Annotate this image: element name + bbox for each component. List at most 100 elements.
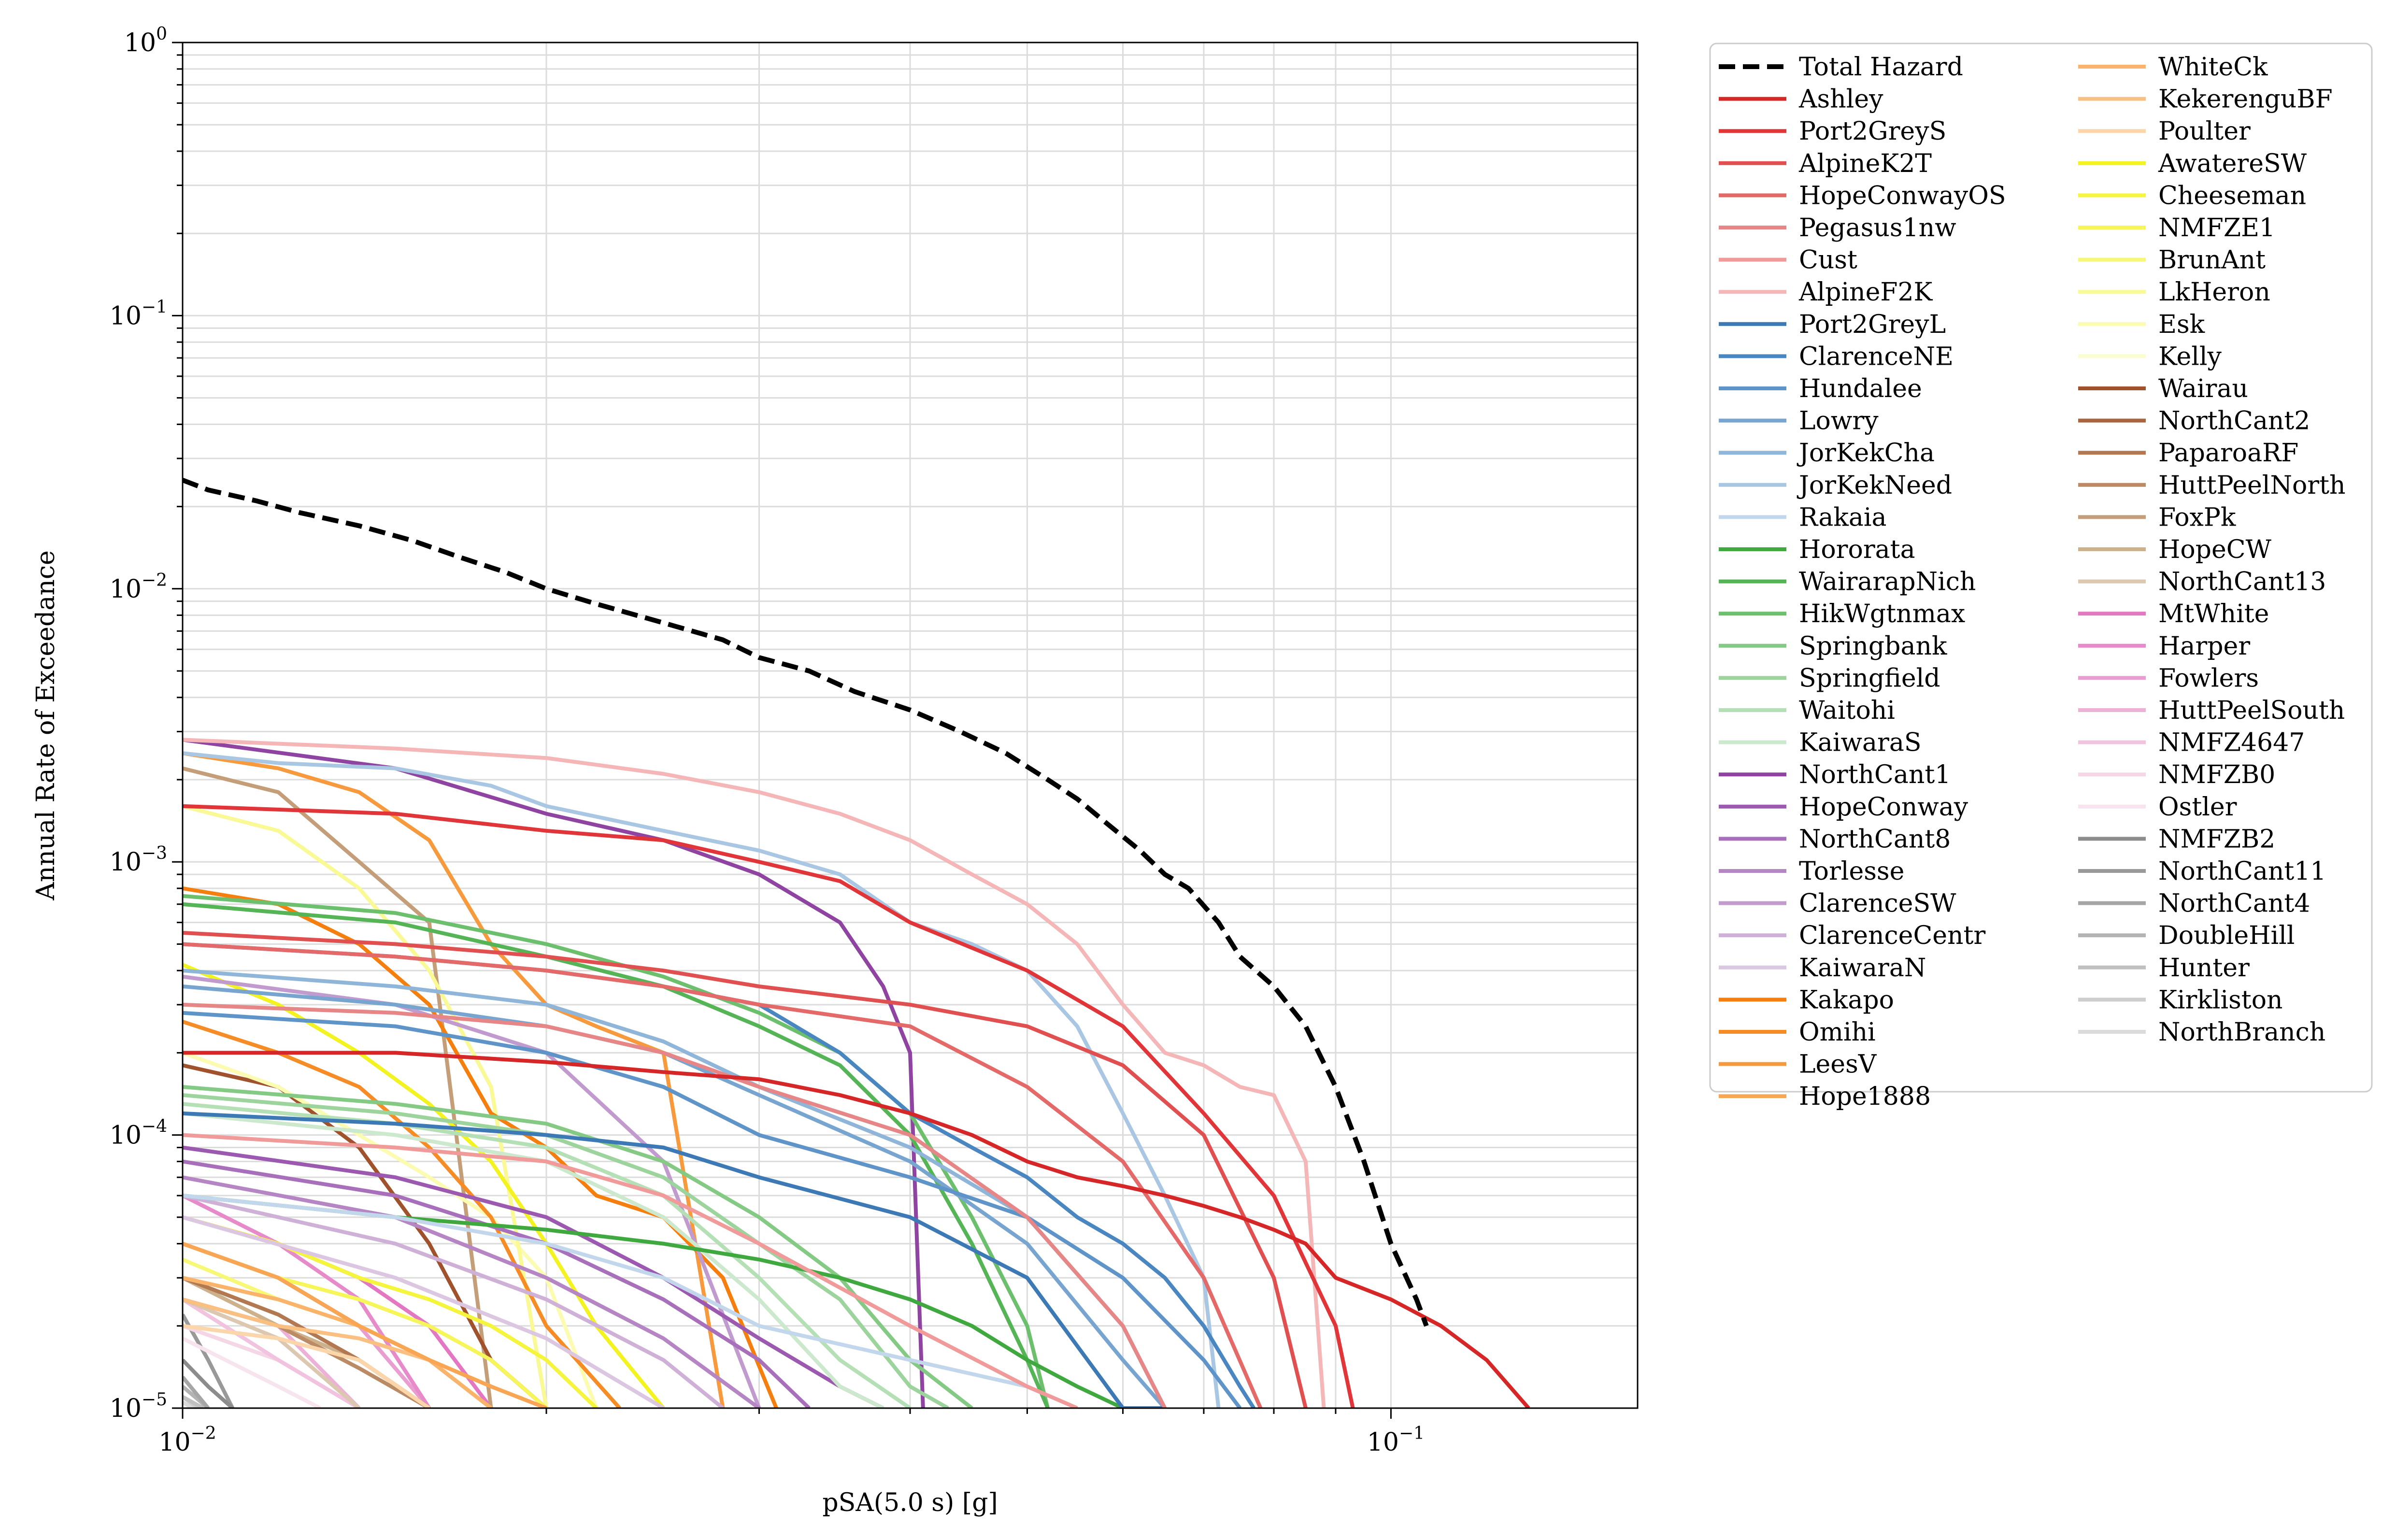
legend-label: LkHeron [2158, 278, 2270, 307]
legend-label: ClarenceSW [1799, 889, 1956, 918]
series-line-NorthBranch [183, 1400, 194, 1408]
y-tick-label: 10−1 [110, 297, 167, 330]
series-line-KaiwaraS [183, 1111, 884, 1408]
legend-label: NMFZE1 [2158, 214, 2275, 242]
x-tick-label: 10−1 [1367, 1424, 1425, 1457]
legend-box [1709, 43, 2373, 1093]
series-line-JorKekNeed [183, 751, 1221, 1408]
y-tick-label: 10−3 [110, 843, 167, 877]
series-line-HopeConwayOS [183, 942, 1263, 1408]
legend-label: NMFZB2 [2158, 825, 2275, 854]
legend-label: Springbank [1799, 632, 1947, 661]
legend-label: NorthCant2 [2158, 407, 2310, 436]
legend-label: NorthBranch [2158, 1018, 2325, 1047]
legend-label: Kirkliston [2158, 985, 2283, 1014]
legend-label: Lowry [1799, 407, 1879, 436]
legend-label: Cust [1799, 246, 1857, 275]
legend-label: ClarenceCentr [1799, 921, 1985, 950]
legend-label: Port2GreyL [1799, 310, 1946, 339]
axis-ticks: 10−2 10−1 100 10−1 10−2 10−3 10−4 10−5 [110, 24, 1425, 1457]
series-line-KaiwaraN [183, 1215, 665, 1408]
series-line-NorthCant4 [183, 1376, 210, 1408]
legend: Total Hazard Ashley Port2GreyS AlpineK2T Hop… [1709, 43, 2373, 1111]
legend-label: DoubleHill [2158, 921, 2295, 950]
legend-label: JorKekNeed [1797, 471, 1952, 500]
series-line-Poulter [183, 1324, 430, 1408]
series-line-ClarenceCentr [183, 1194, 725, 1408]
series-line-HikWgtnmax [183, 894, 1050, 1408]
legend-label: KekerenguBF [2158, 85, 2333, 114]
series-line-Hope1888 [183, 1241, 547, 1408]
legend-label: BrunAnt [2158, 246, 2266, 275]
series-line-Port2GreyL [183, 1111, 1165, 1408]
legend-label: Hope1888 [1799, 1082, 1931, 1111]
x-tick-label: 10−2 [158, 1424, 216, 1457]
legend-label: MtWhite [2158, 599, 2269, 628]
series-line-Springfield [183, 1093, 949, 1408]
series-line-Cust [183, 1133, 1078, 1408]
legend-label: NMFZB0 [2158, 760, 2275, 789]
legend-label: Hororata [1799, 535, 1915, 564]
series-line-Total Hazard [183, 478, 1429, 1327]
series-line-Ostler [183, 1337, 321, 1408]
legend-label: Torlesse [1799, 857, 1904, 886]
legend-label: HuttPeelSouth [2158, 696, 2345, 725]
legend-label: HikWgtnmax [1799, 599, 1965, 628]
series-line-NMFZB2 [183, 1358, 234, 1408]
legend-label: Fowlers [2158, 664, 2259, 693]
legend-label: PaparoaRF [2158, 439, 2298, 468]
legend-label: HuttPeelNorth [2158, 471, 2346, 500]
series-line-Lowry [183, 984, 1167, 1408]
series-line-Torlesse [183, 1175, 760, 1408]
legend-label: NorthCant1 [1799, 760, 1951, 789]
legend-label: Rakaia [1799, 503, 1887, 532]
legend-label: Hunter [2158, 954, 2250, 983]
legend-label: ClarenceNE [1799, 342, 1954, 371]
series-line-Springbank [183, 1085, 973, 1408]
legend-label: WairarapNich [1799, 568, 1976, 597]
legend-label: Cheeseman [2158, 181, 2306, 210]
series-line-AlpineF2K [183, 738, 1326, 1408]
legend-label: KaiwaraS [1799, 728, 1921, 757]
series-line-FoxPk [183, 766, 493, 1408]
y-axis-label: Annual Rate of Exceedance [31, 550, 60, 900]
series-line-AlpineK2T [183, 931, 1308, 1408]
legend-label: Wairau [2158, 374, 2248, 403]
legend-label: Hundalee [1799, 374, 1922, 403]
legend-label: AwatereSW [2158, 149, 2307, 178]
series-line-NMFZ4647 [183, 1298, 360, 1408]
plot-area [183, 478, 1530, 1408]
series-line-NorthCant8 [183, 1159, 811, 1408]
legend-label: LeesV [1799, 1050, 1877, 1079]
legend-label: AlpineK2T [1798, 149, 1932, 178]
legend-label: Poulter [2158, 117, 2251, 146]
legend-label: JorKekCha [1797, 439, 1935, 468]
series-line-WairarapNich [183, 902, 1050, 1408]
legend-label: NorthCant8 [1799, 825, 1951, 854]
legend-label: AlpineF2K [1798, 278, 1933, 307]
series-line-Hundalee [183, 1011, 1242, 1408]
legend-label: KaiwaraN [1799, 954, 1926, 983]
legend-label: NorthCant11 [2158, 857, 2326, 886]
legend-label: Omihi [1799, 1018, 1876, 1047]
y-tick-label: 10−2 [110, 570, 167, 604]
legend-label: Kakapo [1799, 985, 1894, 1014]
series-line-Rakaia [183, 1194, 1078, 1408]
series-line-Hororata [183, 1194, 1149, 1408]
legend-label: Esk [2158, 310, 2205, 339]
legend-label: Port2GreyS [1799, 117, 1946, 146]
series-line-Harper [183, 1194, 431, 1408]
legend-label: Waitohi [1799, 696, 1895, 725]
series-line-Hunter [183, 1395, 204, 1408]
legend-label: NorthCant4 [2158, 889, 2310, 918]
legend-label: NMFZ4647 [2158, 728, 2305, 757]
legend-label: HopeCW [2158, 535, 2272, 564]
series-line-Pegasus1nw [183, 1002, 1167, 1408]
legend-label: HopeConwayOS [1799, 181, 2006, 210]
x-axis-label: pSA(5.0 s) [g] [822, 1488, 998, 1517]
legend-label: HopeConway [1799, 793, 1968, 822]
legend-label: Kelly [2158, 342, 2222, 371]
legend-label: Pegasus1nw [1799, 214, 1956, 242]
legend-label: NorthCant13 [2158, 568, 2326, 597]
